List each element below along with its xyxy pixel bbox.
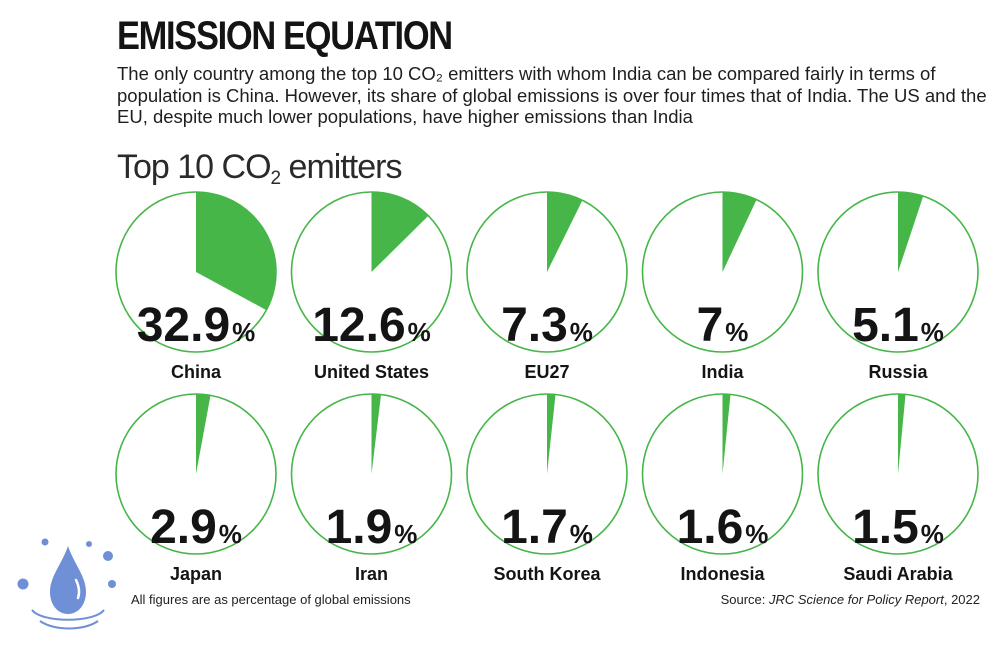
pie-value-number: 5.1 (852, 299, 919, 352)
pie-value-eu27: 7.3% (501, 299, 593, 352)
pie-indonesia: 1.6% Indonesia (641, 393, 804, 584)
pie-label-south-korea: South Korea (493, 564, 601, 584)
pie-value-unit: % (725, 317, 748, 347)
pie-value-unit: % (219, 519, 242, 549)
pie-value-iran: 1.9% (326, 501, 418, 554)
pie-value-japan: 2.9% (150, 501, 242, 554)
pie-value-south-korea: 1.7% (501, 501, 593, 554)
chart-heading: Top 10 CO2 emitters (117, 148, 403, 190)
pie-value-unit: % (570, 519, 593, 549)
chart-heading-subscript: 2 (270, 168, 282, 189)
pie-value-number: 2.9 (150, 501, 217, 554)
chart-heading-prefix: Top 10 CO (117, 148, 272, 186)
pie-slice-saudi-arabia (898, 394, 906, 474)
pie-china: 32.9% China (115, 191, 277, 382)
pie-value-number: 1.5 (852, 501, 919, 554)
pie-slice-united-states (371, 192, 429, 272)
pie-value-saudi-arabia: 1.5% (852, 501, 944, 554)
pie-japan: 2.9% Japan (115, 393, 277, 584)
pie-value-number: 7 (697, 299, 724, 352)
headline: EMISSION EQUATION (117, 14, 453, 58)
pie-value-china: 32.9% (137, 299, 256, 352)
pie-label-china: China (171, 362, 222, 382)
pie-saudi-arabia: 1.5% Saudi Arabia (817, 393, 979, 584)
pie-label-eu27: EU27 (524, 362, 569, 382)
pie-label-japan: Japan (170, 564, 222, 584)
pie-south-korea: 1.7% South Korea (466, 393, 628, 584)
source-suffix: , 2022 (943, 592, 980, 607)
pie-value-number: 1.6 (677, 501, 744, 554)
pie-label-united-states: United States (314, 362, 429, 382)
pie-label-india: India (701, 362, 744, 382)
pie-value-number: 1.7 (501, 501, 568, 554)
source-title: JRC Science for Policy Report (769, 592, 944, 607)
pie-value-indonesia: 1.6% (677, 501, 769, 554)
pie-slice-india (722, 192, 757, 272)
pie-slice-china (196, 192, 277, 311)
pie-slice-eu27 (547, 192, 583, 272)
pie-value-number: 7.3 (501, 299, 568, 352)
pie-value-unit: % (745, 519, 768, 549)
pie-value-united-states: 12.6% (312, 299, 431, 352)
pie-russia: 5.1% Russia (817, 191, 979, 382)
pie-slice-iran (371, 394, 382, 474)
source-prefix: Source: (720, 592, 769, 607)
intro-text: The only country among the top 10 CO₂ em… (117, 63, 987, 127)
pie-iran: 1.9% Iran (290, 393, 453, 584)
pie-india: 7% India (641, 191, 804, 382)
pie-value-russia: 5.1% (852, 299, 944, 352)
pie-label-indonesia: Indonesia (680, 564, 765, 584)
pie-value-unit: % (570, 317, 593, 347)
pie-value-unit: % (408, 317, 431, 347)
pie-label-saudi-arabia: Saudi Arabia (843, 564, 953, 584)
pie-slice-japan (196, 394, 211, 474)
pie-slice-indonesia (722, 394, 731, 474)
footnote: All figures are as percentage of global … (131, 592, 411, 607)
pie-value-unit: % (921, 519, 944, 549)
chart-heading-suffix: emitters (280, 148, 403, 186)
pie-slice-russia (898, 192, 924, 272)
pie-united-states: 12.6% United States (290, 191, 453, 382)
pie-slice-south-korea (547, 394, 556, 474)
pie-value-unit: % (394, 519, 417, 549)
pie-label-russia: Russia (868, 362, 928, 382)
pie-value-number: 32.9 (137, 299, 230, 352)
water-drop-icon (17, 538, 116, 630)
source-note: Source: JRC Science for Policy Report, 2… (721, 592, 980, 607)
pie-value-number: 1.9 (326, 501, 393, 554)
pie-value-unit: % (232, 317, 255, 347)
pie-label-iran: Iran (355, 564, 388, 584)
pie-value-india: 7% (697, 299, 749, 352)
pie-eu27: 7.3%EU27 (466, 191, 628, 382)
pie-value-unit: % (921, 317, 944, 347)
pie-value-number: 12.6 (312, 299, 405, 352)
